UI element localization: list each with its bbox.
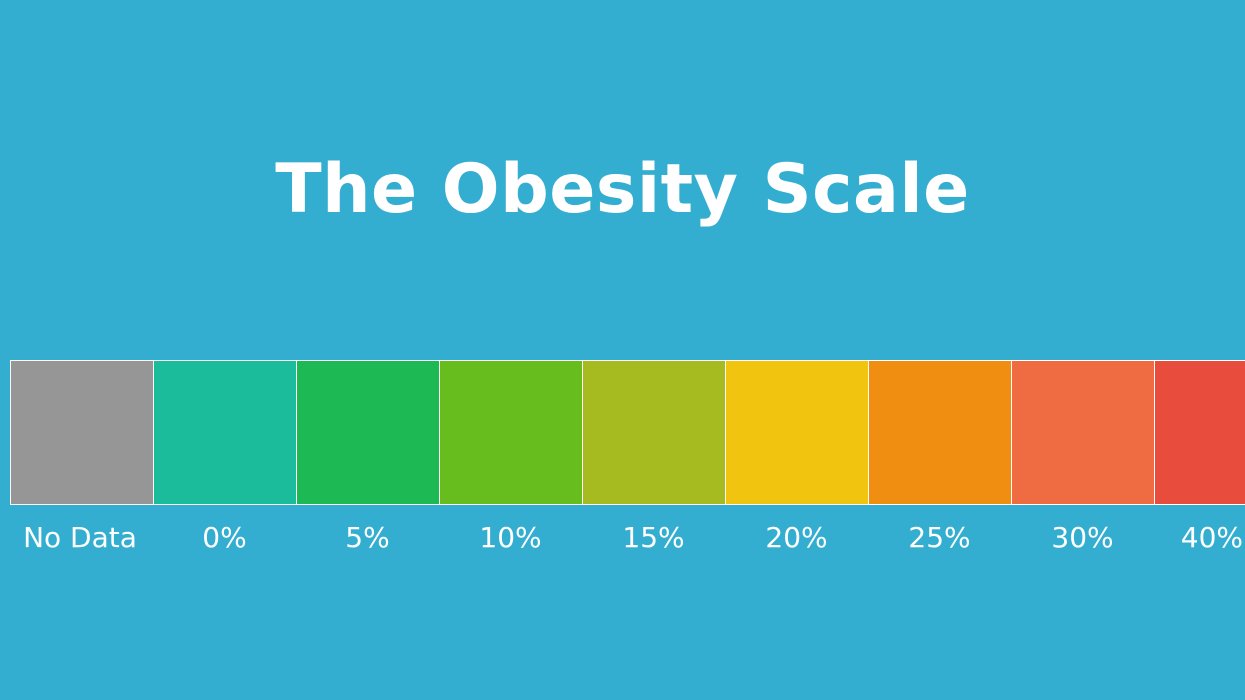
scale-swatch-0 [10, 360, 154, 505]
scale-swatch-7 [1011, 360, 1155, 505]
chart-title: The Obesity Scale [275, 150, 970, 229]
scale-label-0: No Data [23, 521, 137, 554]
scale-swatch-5 [725, 360, 869, 505]
scale-label-3: 10% [479, 521, 542, 554]
scale-label-4: 15% [622, 521, 685, 554]
scale-swatch-6 [868, 360, 1012, 505]
scale-swatch-8 [1154, 360, 1245, 505]
scale-label-6: 25% [908, 521, 971, 554]
scale-swatch-3 [439, 360, 583, 505]
scale-label-2: 5% [345, 521, 390, 554]
scale-swatch-4 [582, 360, 726, 505]
color-scale-legend [10, 360, 1245, 505]
scale-label-1: 0% [202, 521, 247, 554]
scale-swatch-1 [153, 360, 297, 505]
scale-swatch-2 [296, 360, 440, 505]
scale-label-7: 30% [1051, 521, 1114, 554]
scale-label-8: 40% [1180, 521, 1243, 554]
scale-label-5: 20% [765, 521, 828, 554]
